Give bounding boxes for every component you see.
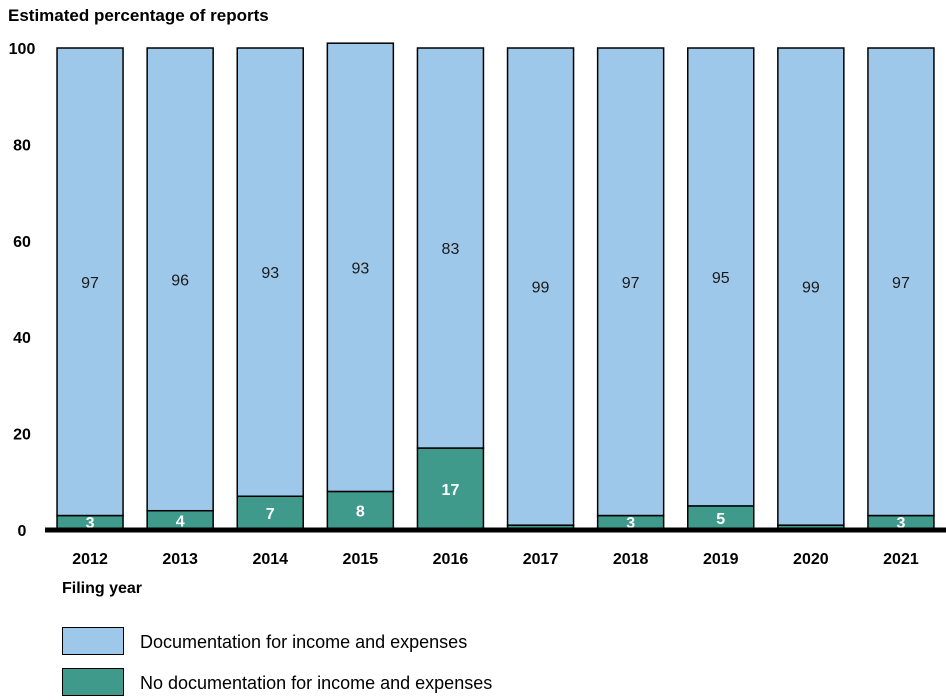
y-tick-label: 0 <box>18 523 27 540</box>
bar-data-label: 97 <box>81 275 99 292</box>
bar-segment-documentation <box>687 47 755 507</box>
x-tick-label: 2021 <box>883 551 919 568</box>
y-tick-label: 60 <box>13 234 31 251</box>
bar-data-label: 99 <box>802 280 820 297</box>
bar-data-label: 5 <box>716 511 725 528</box>
x-tick-label: 2016 <box>433 551 469 568</box>
bar-data-label: 3 <box>896 515 905 532</box>
bar-data-label: 8 <box>356 504 365 521</box>
bar-segment-documentation <box>56 47 124 517</box>
legend-label-no-documentation: No documentation for income and expenses <box>140 673 493 693</box>
x-tick-label: 2012 <box>72 551 108 568</box>
x-axis-title: Filing year <box>62 580 143 597</box>
bar-data-label: 97 <box>892 275 910 292</box>
bar-segment-documentation <box>506 47 575 526</box>
x-tick-label: 2018 <box>613 551 649 568</box>
bar-segment-documentation <box>867 47 935 517</box>
bar-data-label: 93 <box>261 265 279 282</box>
x-tick-label: 2013 <box>162 551 198 568</box>
bar-data-label: 7 <box>266 506 275 523</box>
bar-segment-documentation <box>326 42 395 493</box>
bar-segment-documentation <box>146 47 214 512</box>
legend-item-no-documentation: No documentation for income and expenses <box>62 668 662 698</box>
bar-data-label: 96 <box>171 272 189 289</box>
legend-label-documentation: Documentation for income and expenses <box>140 632 468 652</box>
bar-data-label: 95 <box>712 270 730 287</box>
bar-data-label: 93 <box>351 260 369 277</box>
bar-segment-no-documentation <box>416 447 485 531</box>
bar-segment-documentation <box>596 47 665 517</box>
legend-item-documentation: Documentation for income and expenses <box>62 627 662 657</box>
bar-data-label: 3 <box>626 515 635 532</box>
legend-swatch-no-documentation <box>62 668 124 696</box>
bar-data-label: 4 <box>176 513 185 530</box>
bar-data-label: 17 <box>442 482 460 499</box>
y-tick-label: 100 <box>9 41 36 58</box>
bar-data-label: 97 <box>622 275 640 292</box>
bar-data-label: 99 <box>532 280 550 297</box>
x-tick-label: 2015 <box>343 551 379 568</box>
y-tick-label: 80 <box>13 137 31 154</box>
bar-segment-documentation <box>777 47 845 526</box>
x-tick-label: 2020 <box>793 551 829 568</box>
y-tick-label: 20 <box>13 427 31 444</box>
y-ticks-layer: 0 20 40 60 80 100 <box>9 41 36 540</box>
bar-segment-documentation <box>236 47 304 498</box>
y-tick-label: 40 <box>13 330 31 347</box>
bar-segment-documentation <box>416 47 485 449</box>
x-tick-label: 2014 <box>252 551 288 568</box>
y-axis-title: Estimated percentage of reports <box>8 6 269 25</box>
x-ticks-layer: 2012 2013 2014 2015 2016 2017 2018 2019 2020 2021 <box>72 551 919 568</box>
bars-layer: 3974967938931783199397595199397 <box>56 42 935 532</box>
bar-data-label: 3 <box>86 515 95 532</box>
x-tick-label: 2019 <box>703 551 739 568</box>
x-tick-label: 2017 <box>523 551 559 568</box>
stacked-bar-chart: 3974967938931783199397595199397 02040608… <box>9 41 946 568</box>
bar-data-label: 83 <box>442 241 460 258</box>
legend-swatch-documentation <box>62 627 124 655</box>
